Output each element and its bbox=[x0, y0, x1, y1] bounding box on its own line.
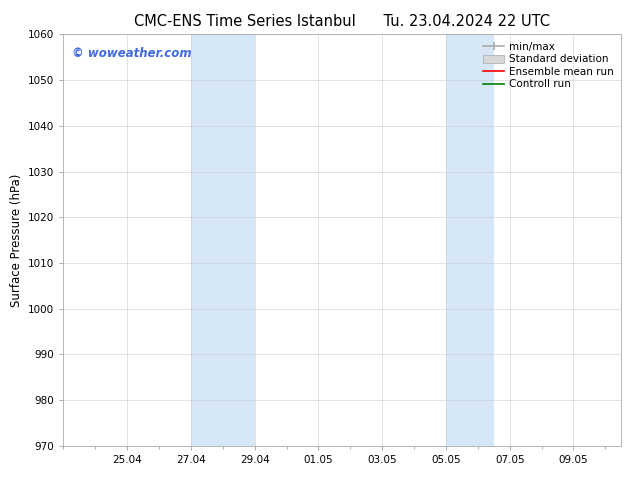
Bar bbox=[446, 34, 494, 446]
Text: © woweather.com: © woweather.com bbox=[72, 47, 191, 60]
Legend: min/max, Standard deviation, Ensemble mean run, Controll run: min/max, Standard deviation, Ensemble me… bbox=[481, 40, 616, 92]
Y-axis label: Surface Pressure (hPa): Surface Pressure (hPa) bbox=[10, 173, 23, 307]
Bar bbox=[191, 34, 255, 446]
Title: CMC-ENS Time Series Istanbul      Tu. 23.04.2024 22 UTC: CMC-ENS Time Series Istanbul Tu. 23.04.2… bbox=[134, 14, 550, 29]
